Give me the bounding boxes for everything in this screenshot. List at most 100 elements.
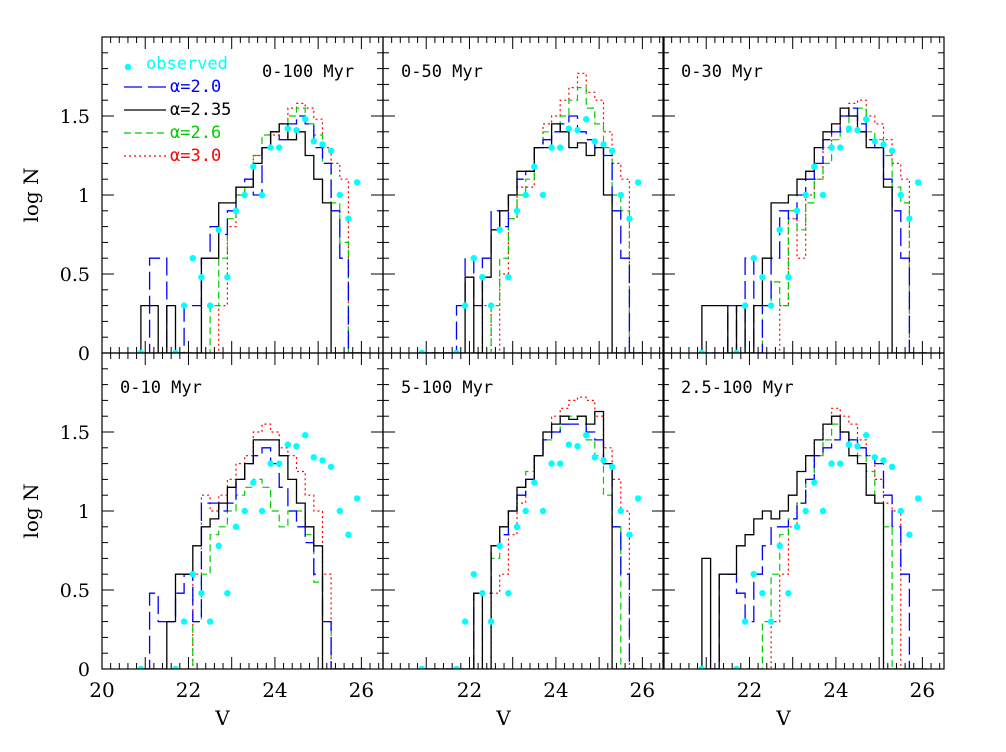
observed-point [198,274,205,281]
observed-point [837,460,844,467]
histogram-a26 [140,478,366,669]
observed-point [267,460,274,467]
observed-point [353,179,361,186]
observed-point [293,127,300,134]
y-tick-label: 0.5 [60,580,90,602]
observed-point [863,432,870,439]
observed-point [531,479,538,486]
observed-point [750,571,757,578]
observed-point [906,215,913,222]
observed-point [608,147,616,154]
observed-point [327,463,335,470]
observed-point [591,454,598,461]
observed-point [741,618,749,625]
observed-point [574,443,581,450]
observed-point [600,457,607,464]
observed-point [767,302,775,309]
observed-point [888,463,896,470]
x-axis-label: V [495,706,511,730]
observed-point [353,495,361,502]
observed-point [224,274,231,281]
observed-point [345,531,352,538]
observed-point [327,147,335,154]
observed-point [241,191,248,199]
observed-point [880,141,887,148]
observed-point [258,191,266,199]
observed-point [172,349,179,353]
observed-point [470,255,477,262]
observed-point [811,479,818,486]
observed-point [293,443,300,450]
histogram-a20 [701,431,927,669]
histogram-a30 [421,72,647,353]
observed-point [189,255,196,262]
observed-point [819,507,827,515]
panel-4: 0-10 Myr 0 0.5 1 1.5 log N 20 22 24 26 V [19,352,384,730]
x-tick-label: 26 [349,678,374,702]
observed-point [871,454,878,461]
observed-point [479,590,486,597]
panel-title: 0-100 Myr [262,62,354,82]
observed-point [418,665,426,669]
observed-point [767,618,775,625]
observed-point [336,191,343,199]
observed-point [759,274,766,281]
observed-point [461,618,469,625]
observed-point [854,127,861,134]
x-axis-label: V [214,706,230,730]
panel-title: 0-10 Myr [120,378,202,398]
legend-label-a26: α=2.6 [170,123,221,143]
observed-point [776,226,783,233]
y-tick-label: 0 [78,659,90,681]
observed-point [496,226,503,233]
observed-point [522,507,529,515]
y-tick-label: 0.5 [60,264,90,286]
x-axis-label: V [775,706,791,730]
observed-point [741,302,749,309]
observed-point [206,302,214,309]
observed-point [345,215,352,222]
observed-point [837,144,844,151]
observed-point [802,191,809,199]
observed-point [180,302,188,309]
observed-point [698,349,706,353]
observed-point [487,302,495,309]
observed-point [608,463,616,470]
observed-point [336,507,343,515]
observed-point [854,443,861,450]
histogram-a26 [421,87,647,353]
observed-point [137,665,145,669]
panel-title: 5-100 Myr [401,378,493,398]
y-tick-label: 1.5 [60,422,90,444]
histogram-a20 [701,107,927,353]
legend-label-a20: α=2.0 [170,77,221,97]
plot-area [698,407,927,669]
observed-point [565,125,573,132]
panel-1: 0-100 Myr 0 0.5 1 1.5 log N observed α=2.0 α=2.3… [19,36,384,365]
observed-point [914,179,922,186]
observed-point [276,460,283,467]
observed-point [600,141,607,148]
observed-point [785,590,792,597]
observed-point [189,571,196,578]
observed-point [906,531,913,538]
observed-point [310,454,317,461]
x-tick-label: 20 [89,678,114,702]
observed-point [811,163,818,170]
observed-point [215,226,222,233]
x-tick-label: 24 [543,678,568,702]
observed-point [505,590,512,597]
histogram-a20 [140,115,366,353]
observed-point [539,191,547,199]
observed-point [241,507,248,515]
y-tick-label: 0 [78,343,90,365]
observed-point [828,144,835,151]
observed-point [914,495,922,502]
y-tick-label: 1.5 [60,106,90,128]
observed-point [819,191,827,199]
observed-point [626,215,633,222]
legend-label-a235: α=2.35 [170,100,231,120]
observed-point [785,274,792,281]
observed-point [172,665,179,669]
observed-point [750,255,757,262]
